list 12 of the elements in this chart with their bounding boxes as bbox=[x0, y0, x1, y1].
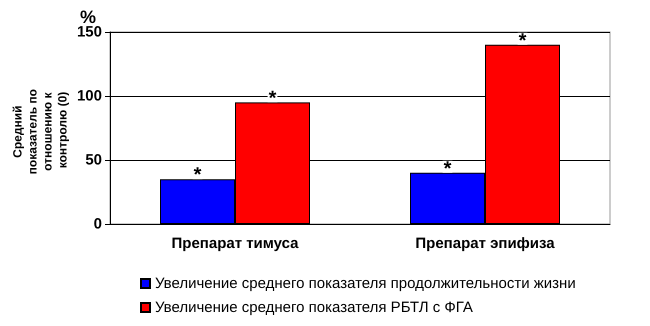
annotation: * bbox=[194, 164, 202, 186]
y-axis-title: Средний показатель по отношению к контролю (0) bbox=[10, 86, 70, 174]
annotation: * bbox=[444, 158, 452, 180]
annotation: * bbox=[268, 87, 277, 110]
x-tick-label: Препарат эпифиза bbox=[415, 235, 556, 252]
y-tick-label: 50 bbox=[85, 152, 102, 168]
y-tick-label: 0 bbox=[94, 216, 102, 232]
annotation: * bbox=[518, 30, 527, 52]
y-tick-label: 100 bbox=[76, 88, 102, 104]
legend-label: Увеличение среднего показателя продолжительности жизни bbox=[155, 275, 576, 292]
legend-label: Увеличение среднего показателя РБТЛ с ФГА bbox=[155, 299, 473, 316]
x-tick-label: Препарат тимуса bbox=[171, 235, 300, 252]
